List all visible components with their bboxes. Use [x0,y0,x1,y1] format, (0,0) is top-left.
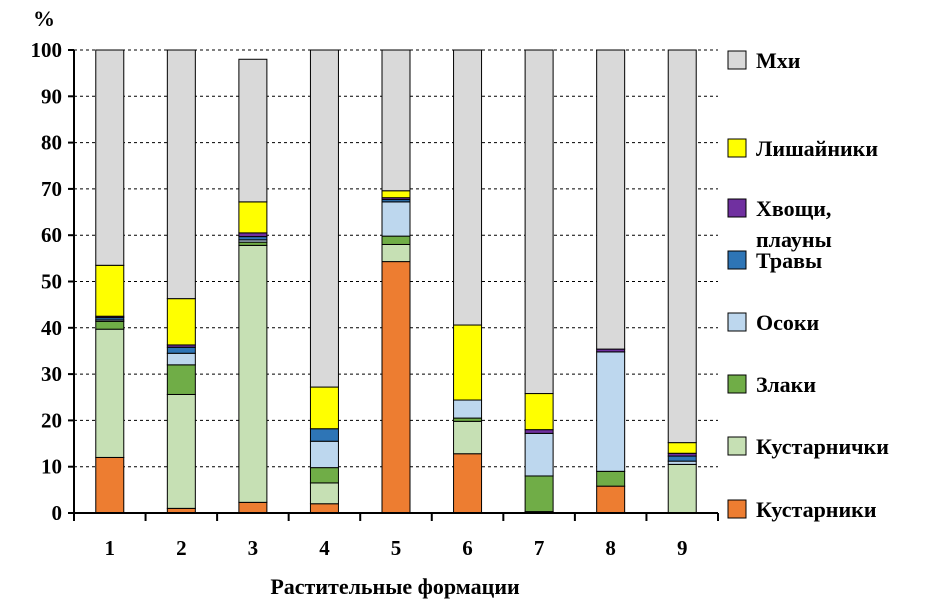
bar-segment [381,49,411,192]
bar-segment [524,393,554,431]
x-axis-title: Растительные формации [270,574,520,599]
legend-label: Осоки [756,310,820,335]
bar-segment [381,243,411,263]
bar-segment [596,49,626,350]
x-tick-label: 8 [605,536,616,560]
legend-label: Хвощи, плауны [756,196,832,252]
bar-segment [95,49,125,266]
bar-segment [166,393,196,509]
legend-swatch [727,374,747,394]
legend-swatch [727,436,747,456]
bar-segment [95,320,125,330]
x-tick-label: 4 [319,536,330,560]
bar-segment [166,346,196,354]
bar-segment [524,432,554,477]
bar-segment [309,467,339,484]
y-tick-label: 20 [41,408,62,432]
y-tick-label: 30 [41,362,62,386]
legend-swatch [727,250,747,270]
bar-segment [95,456,125,514]
bar-segment [667,49,697,444]
bar-segment [524,475,554,513]
legend-label: Кустарнички [756,434,889,459]
bar-segment [453,324,483,401]
bar-segment [667,455,697,462]
bar-segment [238,201,268,234]
legend-swatch [727,312,747,332]
x-tick-label: 2 [176,536,187,560]
bar-segment [238,58,268,203]
bar-segment [166,49,196,300]
legend-swatch [727,50,747,70]
bars [95,49,697,514]
y-tick-label: 60 [41,223,62,247]
bar-segment [667,442,697,454]
bar-segment [453,399,483,419]
legend-label: Лишайники [756,136,878,161]
bar-segment [596,351,626,472]
y-axis-title: % [33,6,55,31]
bar-segment [238,232,268,238]
y-tick-label: 50 [41,270,62,294]
bar-segment [309,49,339,388]
bar-segment [596,470,626,487]
bar-segment [381,261,411,514]
bar-segment [453,49,483,326]
bar-segment [524,429,554,434]
x-tick-label: 5 [391,536,402,560]
bar-segment [95,328,125,458]
tick-labels: 0 10 20 30 40 50 60 70 80 90 100 1 2 3 4 5 6 7 8 9 [31,38,719,560]
y-tick-label: 80 [41,131,62,155]
legend-swatch [727,198,747,218]
bar-segment [309,482,339,505]
y-tick-label: 100 [31,38,63,62]
bar-segment [453,453,483,514]
bar-segment [309,503,339,514]
bar-segment [524,49,554,395]
bar-segment [596,485,626,514]
legend-label: Злаки [756,372,816,397]
legend-label: Кустарники [756,497,877,522]
legend-swatch [727,138,747,158]
y-tick-label: 10 [41,455,62,479]
y-tick-label: 90 [41,84,62,108]
bar-segment [238,244,268,503]
x-tick-label: 6 [462,536,473,560]
bar-segment [381,235,411,245]
bar-segment [381,190,411,199]
x-tick-label: 3 [248,536,259,560]
bar-segment [309,428,339,442]
bar-segment [238,501,268,514]
bar-segment [166,364,196,395]
bar-segment [309,440,339,469]
bar-segment [667,463,697,514]
y-tick-label: 40 [41,316,62,340]
y-tick-label: 70 [41,177,62,201]
bar-segment [381,201,411,237]
x-tick-label: 1 [105,536,116,560]
legend-label: Мхи [756,48,801,73]
bar-segment [453,420,483,455]
legend-label: Травы [756,248,822,273]
x-tick-label: 9 [677,536,688,560]
bar-segment [95,264,125,317]
x-tick-label: 7 [534,536,545,560]
bar-segment [166,298,196,346]
y-tick-label: 0 [52,501,63,525]
legend-swatch [727,499,747,519]
bar-segment [309,386,339,430]
bar-segment [166,352,196,366]
